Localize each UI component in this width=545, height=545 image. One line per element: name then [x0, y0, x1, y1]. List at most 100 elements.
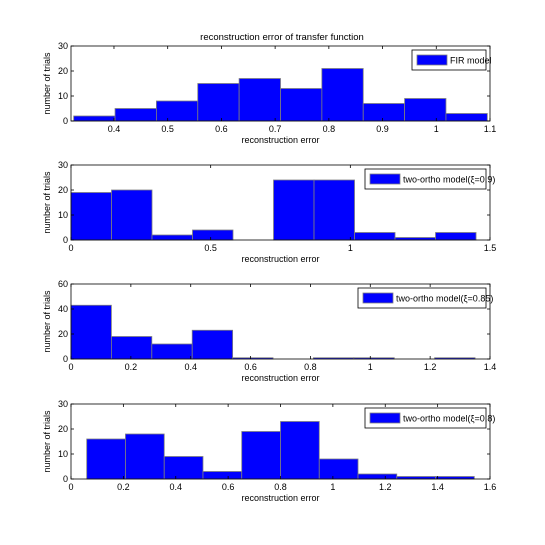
x-tick-label: 1: [368, 362, 373, 372]
y-axis-label: number of trials: [42, 171, 52, 234]
figure-title: reconstruction error of transfer functio…: [200, 32, 364, 43]
histogram-bar: [73, 115, 116, 122]
histogram-panel-3: 0 0.2 0.4 0.6 0.8 1 1.2 1.4 0 20 40 60 reconstructio…: [42, 279, 496, 383]
x-tick-label: 1.2: [424, 362, 437, 372]
x-tick-label: 0: [68, 243, 73, 253]
x-tick-label: 0.7: [269, 124, 282, 134]
histogram-bar: [435, 232, 477, 241]
x-tick-label: 0.8: [274, 482, 287, 492]
histogram-bar: [151, 343, 193, 360]
histogram-bar: [354, 232, 396, 241]
y-tick-label: 10: [58, 91, 68, 101]
histogram-bar: [163, 456, 204, 480]
y-axis-label: number of trials: [42, 410, 52, 473]
x-tick-label: 0.4: [184, 362, 197, 372]
x-tick-label: 0.2: [117, 482, 130, 492]
legend-swatch: [416, 54, 448, 66]
histogram-bar: [156, 100, 199, 122]
legend-label: FIR model: [450, 56, 492, 66]
y-tick-label: 40: [58, 304, 68, 314]
x-tick-label: 1: [434, 124, 439, 134]
x-tick-label: 0.4: [169, 482, 182, 492]
x-tick-label: 1: [348, 243, 353, 253]
x-tick-label: 1: [330, 482, 335, 492]
y-tick-label: 10: [58, 210, 68, 220]
y-tick-label: 0: [63, 474, 68, 484]
histogram-panel-4: 0 0.2 0.4 0.6 0.8 1 1.2 1.4 1.6 0 10 20 30 reconstruc…: [42, 399, 496, 503]
histogram-bar: [318, 458, 359, 480]
x-axis-label: reconstruction error: [241, 254, 319, 264]
legend-label: two-ortho model(ξ=0.8): [403, 414, 495, 424]
x-tick-label: 0.8: [304, 362, 317, 372]
y-tick-label: 0: [63, 354, 68, 364]
legend-swatch: [369, 412, 401, 424]
histogram-bar: [86, 438, 126, 480]
histogram-panel-1: 0.4 0.5 0.6 0.7 0.8 0.9 1 1.1 0 10 20 30 reconstruct…: [42, 41, 496, 145]
axes-box: [70, 45, 491, 122]
histogram-bar: [111, 189, 153, 241]
histogram-bar: [313, 179, 355, 241]
y-axis-label: number of trials: [42, 290, 52, 353]
histogram-bar: [404, 98, 447, 122]
histogram-bar: [280, 421, 320, 480]
y-tick-label: 0: [63, 235, 68, 245]
x-tick-label: 1.4: [484, 362, 497, 372]
histogram-bar: [357, 473, 398, 480]
axes-box: [70, 164, 491, 241]
histogram-bar: [362, 103, 405, 122]
x-axis-label: reconstruction error: [241, 135, 319, 145]
x-axis-label: reconstruction error: [241, 493, 319, 503]
x-tick-label: 0: [68, 362, 73, 372]
x-tick-label: 1.1: [484, 124, 497, 134]
y-tick-label: 60: [58, 279, 68, 289]
y-axis-label: number of trials: [42, 52, 52, 115]
y-tick-label: 20: [58, 329, 68, 339]
histogram-bar: [70, 192, 112, 241]
x-tick-label: 0.4: [108, 124, 121, 134]
x-tick-label: 0.6: [244, 362, 257, 372]
histogram-bar: [111, 336, 153, 360]
y-tick-label: 0: [63, 116, 68, 126]
legend: two-ortho model(ξ=0.85): [357, 287, 493, 309]
legend: two-ortho model(ξ=0.8): [364, 407, 495, 429]
axes-box: [70, 283, 491, 360]
x-tick-label: 0.8: [323, 124, 336, 134]
y-tick-label: 30: [58, 160, 68, 170]
histogram-bar: [191, 329, 234, 360]
legend-label: two-ortho model(ξ=0.85): [396, 294, 493, 304]
y-tick-label: 20: [58, 424, 68, 434]
histogram-panels: 0.4 0.5 0.6 0.7 0.8 0.9 1 1.10102030reconstruct…: [42, 41, 496, 503]
y-tick-label: 30: [58, 41, 68, 51]
y-tick-label: 20: [58, 66, 68, 76]
x-tick-label: 0.2: [125, 362, 138, 372]
histogram-bar: [202, 471, 243, 480]
histogram-bar: [114, 108, 157, 122]
histogram-bar: [197, 83, 240, 122]
histogram-bar: [151, 234, 193, 241]
histogram-bar: [445, 113, 488, 122]
x-tick-label: 0.6: [215, 124, 228, 134]
x-tick-label: 0.9: [376, 124, 389, 134]
x-tick-label: 0: [68, 482, 73, 492]
histogram-bar: [241, 431, 281, 480]
histogram-bar: [70, 304, 112, 360]
x-tick-label: 1.5: [484, 243, 497, 253]
x-tick-label: 0.6: [222, 482, 235, 492]
histogram-bar: [321, 68, 364, 122]
histogram-bar: [273, 179, 315, 241]
histogram-bar: [125, 433, 165, 480]
y-tick-label: 20: [58, 185, 68, 195]
legend: FIR model: [411, 49, 492, 71]
histogram-bar: [192, 229, 234, 241]
histogram-bar: [238, 78, 281, 122]
x-tick-label: 0.5: [161, 124, 174, 134]
histogram-bar: [280, 88, 323, 122]
legend-swatch: [369, 173, 401, 185]
y-tick-label: 30: [58, 399, 68, 409]
x-axis-label: reconstruction error: [241, 373, 319, 383]
legend-label: two-ortho model(ξ=0.9): [403, 175, 495, 185]
x-tick-label: 1.6: [484, 482, 497, 492]
legend: two-ortho model(ξ=0.9): [364, 168, 495, 190]
histogram-panel-2: 0 0.5 1 1.5 0 10 20 30 reconstruction error numbe…: [42, 160, 496, 264]
